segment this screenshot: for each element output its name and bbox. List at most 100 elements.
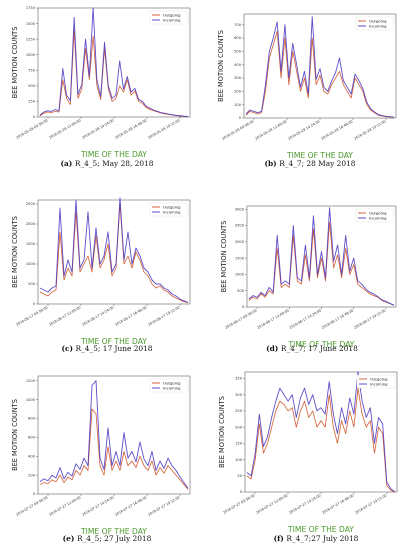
y-tick-label: 500	[28, 282, 36, 286]
x-tick-label: 2018-05-28 09:36:00	[15, 118, 48, 139]
y-tick-label: 350	[235, 377, 243, 381]
x-tick-label: 2018-05-28 12:00:00	[48, 118, 81, 139]
x-axis-label: TIME OF THE DAY	[80, 527, 147, 536]
x-tick-label: 2018-05-28 16:48:00	[114, 118, 147, 139]
y-tick-label: 1000	[235, 273, 245, 277]
x-tick-label: 2018-06-17 19:12:00	[147, 305, 180, 326]
y-tick-label: 100	[234, 103, 242, 107]
legend-entry: Outgoing	[163, 12, 181, 17]
series-line-incoming	[245, 16, 395, 118]
legend-entry: Outgoing	[369, 18, 387, 23]
caption-letter: (b)	[265, 159, 280, 168]
x-axis-label: TIME OF THE DAY	[288, 340, 355, 349]
series-line-incoming	[39, 7, 189, 117]
legend-box	[355, 16, 395, 31]
legend-entry: Incoming	[163, 17, 181, 22]
panel-caption: (a) R_4_5; May 28, 2018	[61, 159, 154, 168]
y-tick-label: 300	[234, 76, 242, 80]
chart-panel-e: 0 200 400 600 800 1000 1200 2018-07-27 09:36:00…	[11, 375, 191, 543]
x-tick-label: 2018-07-27 09:36:00	[15, 495, 48, 516]
y-axis-label: BEE MOTION COUNTS	[11, 216, 19, 288]
y-tick-label: 400	[28, 454, 36, 458]
x-tick-label: 2018-05-28 12:00:00	[254, 119, 287, 140]
y-tick-label: 0	[33, 492, 36, 496]
y-tick-label: 600	[234, 36, 242, 40]
legend-entry: Incoming	[163, 385, 181, 390]
y-tick-label: 500	[234, 50, 242, 54]
y-tick-label: 400	[234, 63, 242, 67]
chart-panel-d: 0 500 1000 1500 2000 2500 3000 2018-06-17 09:36…	[220, 205, 397, 353]
y-tick-label: 0	[239, 116, 242, 120]
y-tick-label: 0	[242, 305, 245, 309]
series-line-outgoing	[39, 29, 189, 118]
y-tick-label: 0	[33, 115, 36, 119]
y-tick-label: 250	[28, 100, 36, 104]
x-tick-label: 2018-07-27 12:00:00	[255, 493, 288, 514]
panel-caption: (c) R_4_5; 17 June 2018	[61, 344, 152, 353]
x-tick-label: 2018-07-27 16:48:00	[114, 495, 147, 516]
caption-text: R_4_5; 27 July 2018	[77, 534, 152, 543]
y-tick-label: 700	[234, 23, 242, 27]
x-tick-label: 2018-05-28 09:36:00	[221, 119, 254, 140]
x-tick-label: 2018-05-28 16:48:00	[320, 119, 353, 140]
y-axis-label: BEE MOTION COUNTS	[220, 221, 228, 293]
x-tick-label: 2018-07-27 19:12:00	[147, 495, 180, 516]
x-tick-label: 2018-05-28 14:24:00	[287, 119, 320, 140]
y-tick-label: 300	[235, 393, 243, 397]
panel-caption: (b) R_4_7; 28 May 2018	[265, 159, 356, 168]
series-line-incoming	[39, 380, 189, 489]
y-axis-label: BEE MOTION COUNTS	[11, 27, 19, 99]
caption-text: R_4_5; May 28, 2018	[75, 159, 154, 168]
legend-box	[355, 208, 395, 223]
panel-caption: (f) R_4_7;27 July 2018	[274, 534, 359, 543]
caption-text: R_4_7;27 July 2018	[286, 534, 358, 543]
chart-panel-b: 0 100 200 300 400 500 600 700 2018-05-28 09:36:0…	[217, 13, 397, 168]
series-line-outgoing	[245, 30, 395, 118]
x-tick-label: 2018-07-27 16:48:00	[321, 493, 354, 514]
legend-entry: Outgoing	[163, 204, 181, 209]
x-axis-label: TIME OF THE DAY	[80, 337, 147, 346]
x-axis-label: TIME OF THE DAY	[287, 525, 354, 534]
y-tick-label: 1000	[26, 262, 36, 266]
y-tick-label: 1000	[26, 53, 36, 57]
legend-entry: Incoming	[369, 23, 387, 28]
x-tick-label: 2018-05-28 19:12:00	[147, 118, 180, 139]
x-tick-label: 2018-07-27 14:24:00	[288, 493, 321, 514]
plot-frame	[244, 371, 398, 493]
legend-entry: Outgoing	[369, 210, 387, 215]
caption-text: R_4_7; 28 May 2018	[279, 159, 356, 168]
y-tick-label: 250	[235, 409, 243, 413]
y-tick-label: 1500	[26, 22, 36, 26]
caption-letter: (e)	[63, 534, 77, 543]
panel-caption: (d) R_4_7; 17 June 2018	[266, 344, 358, 353]
y-tick-label: 750	[28, 68, 36, 72]
legend-box	[149, 202, 189, 217]
series-line-incoming	[246, 371, 396, 493]
x-tick-label: 2018-06-17 14:24:00	[81, 305, 114, 326]
legend-entry: Outgoing	[163, 380, 181, 385]
series-line-incoming	[39, 197, 189, 303]
y-tick-label: 800	[28, 417, 36, 421]
x-tick-label: 2018-06-17 14:24:00	[289, 308, 322, 329]
legend-box	[149, 10, 189, 25]
y-tick-label: 0	[240, 490, 243, 494]
x-tick-label: 2018-06-17 12:00:00	[48, 305, 81, 326]
x-axis-label: TIME OF THE DAY	[286, 151, 353, 160]
legend-entry: Incoming	[369, 215, 387, 220]
y-tick-label: 3000	[235, 207, 245, 211]
caption-letter: (d)	[266, 344, 281, 353]
y-axis-label: BEE MOTION COUNTS	[217, 30, 225, 102]
y-tick-label: 500	[28, 84, 36, 88]
series-line-outgoing	[39, 203, 189, 304]
x-tick-label: 2018-05-28 14:24:00	[81, 118, 114, 139]
series-line-outgoing	[39, 408, 189, 490]
chart-panel-a: 0 250 500 750 1000 1250 1500 1750 2018-05-28 09:…	[11, 6, 191, 168]
y-tick-label: 1500	[235, 256, 245, 260]
caption-text: R_4_5; 17 June 2018	[76, 344, 153, 353]
